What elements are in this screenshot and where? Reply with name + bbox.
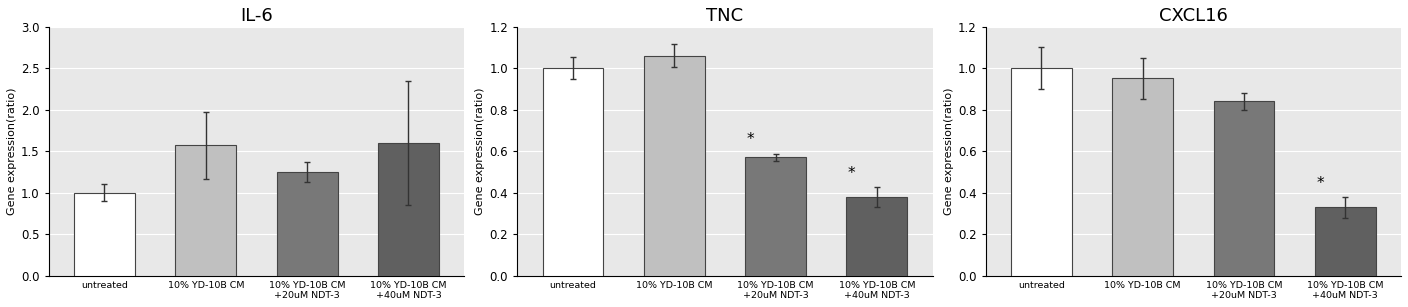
Title: IL-6: IL-6 xyxy=(241,7,273,25)
Y-axis label: Gene expression(ratio): Gene expression(ratio) xyxy=(943,87,953,215)
Bar xyxy=(1315,207,1376,276)
Bar xyxy=(846,197,907,276)
Bar xyxy=(377,143,439,276)
Y-axis label: Gene expression(ratio): Gene expression(ratio) xyxy=(476,87,486,215)
Title: CXCL16: CXCL16 xyxy=(1159,7,1228,25)
Bar xyxy=(745,157,805,276)
Text: *: * xyxy=(746,132,755,147)
Text: *: * xyxy=(848,166,856,181)
Text: *: * xyxy=(1316,176,1324,191)
Bar xyxy=(176,145,237,276)
Bar xyxy=(1011,68,1071,276)
Bar xyxy=(277,172,338,276)
Bar xyxy=(542,68,604,276)
Bar xyxy=(1112,78,1173,276)
Bar xyxy=(1214,101,1274,276)
Bar xyxy=(643,56,704,276)
Bar xyxy=(75,193,135,276)
Title: TNC: TNC xyxy=(707,7,743,25)
Y-axis label: Gene expression(ratio): Gene expression(ratio) xyxy=(7,87,17,215)
